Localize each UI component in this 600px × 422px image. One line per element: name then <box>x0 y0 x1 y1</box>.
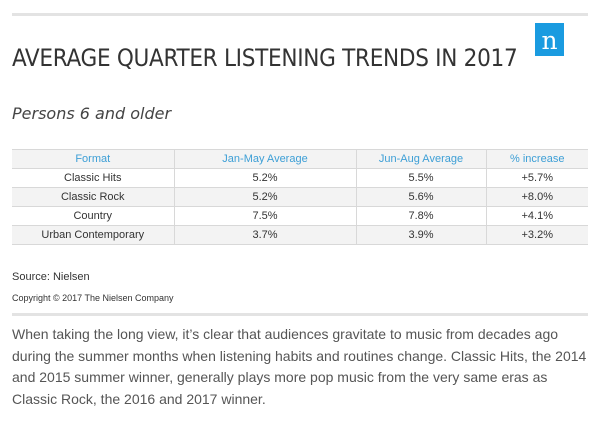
format-cell: Urban Contemporary <box>12 225 174 245</box>
bottom-divider <box>12 313 588 316</box>
top-divider <box>12 13 588 16</box>
chart-subtitle: Persons 6 and older <box>12 104 172 123</box>
jan-may-cell: 5.2% <box>173 168 356 188</box>
chart-title: AVERAGE QUARTER LISTENING TRENDS IN 2017 <box>12 44 518 72</box>
jun-aug-cell: 3.9% <box>355 225 486 245</box>
jan-may-cell: 3.7% <box>173 225 356 245</box>
jan-may-cell: 7.5% <box>173 206 356 226</box>
table-row: Classic Hits 5.2% 5.5% +5.7% <box>12 168 588 188</box>
listening-trends-table: Format Jan-May Average Jun-Aug Average %… <box>12 149 588 245</box>
column-header-format: Format <box>12 149 174 169</box>
article-paragraph: When taking the long view, it’s clear th… <box>12 326 587 407</box>
table-row: Classic Rock 5.2% 5.6% +8.0% <box>12 187 588 207</box>
jun-aug-cell: 5.5% <box>355 168 486 188</box>
column-header-jan-may: Jan-May Average <box>173 149 356 169</box>
increase-cell: +4.1% <box>485 206 588 226</box>
nielsen-logo-icon: n <box>535 23 564 56</box>
column-header-increase: % increase <box>485 149 588 169</box>
table-row: Country 7.5% 7.8% +4.1% <box>12 206 588 226</box>
column-header-jun-aug: Jun-Aug Average <box>355 149 486 169</box>
increase-cell: +3.2% <box>485 225 588 245</box>
jun-aug-cell: 7.8% <box>355 206 486 226</box>
format-cell: Country <box>12 206 174 226</box>
jun-aug-cell: 5.6% <box>355 187 486 207</box>
format-cell: Classic Rock <box>12 187 174 207</box>
table-header-row: Format Jan-May Average Jun-Aug Average %… <box>12 149 588 169</box>
chart-card: AVERAGE QUARTER LISTENING TRENDS IN 2017… <box>12 13 588 316</box>
table-row: Urban Contemporary 3.7% 3.9% +3.2% <box>12 225 588 245</box>
format-cell: Classic Hits <box>12 168 174 188</box>
increase-cell: +5.7% <box>485 168 588 188</box>
increase-cell: +8.0% <box>485 187 588 207</box>
jan-may-cell: 5.2% <box>173 187 356 207</box>
source-note: Source: Nielsen <box>12 271 90 283</box>
copyright-note: Copyright © 2017 The Nielsen Company <box>12 293 174 303</box>
